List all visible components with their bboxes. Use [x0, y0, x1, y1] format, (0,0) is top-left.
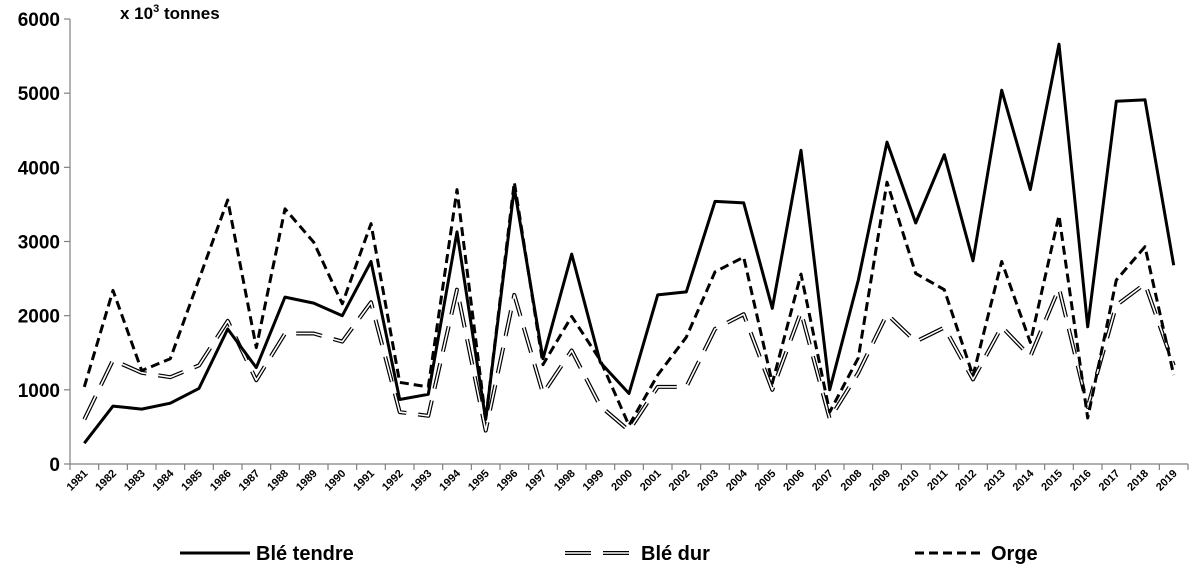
x-tick-label: 1990 [323, 468, 349, 494]
x-tick-label: 2009 [867, 468, 893, 494]
x-tick-label: 2016 [1068, 468, 1094, 494]
x-tick-label: 2004 [724, 467, 750, 493]
x-tick-label: 1998 [552, 468, 578, 494]
x-tick-label: 2006 [781, 468, 807, 494]
legend-label-1: Blé dur [641, 543, 710, 565]
x-tick-label: 2001 [638, 468, 664, 494]
x-tick-label: 1983 [122, 468, 148, 494]
x-tick-label: 2003 [695, 468, 721, 494]
unit-exponent: 3 [153, 3, 159, 15]
x-tick-label: 1981 [65, 468, 91, 494]
legend-label-2: Orge [991, 543, 1038, 565]
legend-entry-1: Blé dur [565, 543, 710, 565]
x-tick-label: 2019 [1154, 468, 1180, 494]
unit-suffix: tonnes [159, 4, 219, 23]
legend-entry-0: Blé tendre [180, 543, 354, 565]
x-tick-label: 2012 [953, 468, 979, 494]
x-tick-label: 2013 [982, 468, 1008, 494]
x-tick-label: 2010 [896, 468, 922, 494]
y-tick-label: 6000 [18, 10, 60, 31]
series-line-1 [82, 281, 1176, 433]
x-tick-label: 2014 [1011, 467, 1037, 493]
x-tick-label: 1993 [409, 468, 435, 494]
series-line-0 [83, 42, 1176, 445]
x-tick-label: 2002 [667, 468, 693, 494]
x-tick-label: 1986 [208, 468, 234, 494]
x-tick-label: 1984 [151, 467, 177, 493]
x-tick-label: 2007 [810, 468, 836, 494]
x-tick-label: 1997 [523, 468, 549, 494]
x-tick-label: 2017 [1097, 468, 1123, 494]
y-tick-label: 5000 [18, 84, 60, 105]
unit-label: x 103 tonnes [120, 3, 220, 23]
x-tick-label: 1982 [93, 468, 119, 494]
series-line-1-inner [83, 283, 1175, 432]
x-tick-label: 1987 [237, 468, 263, 494]
series-line-2 [82, 180, 1176, 427]
x-tick-label: 1992 [380, 468, 406, 494]
x-tick-label: 1995 [466, 468, 492, 494]
x-tick-label: 1991 [351, 468, 377, 494]
x-tick-label: 2011 [925, 468, 950, 493]
x-tick-label: 2000 [609, 468, 635, 494]
x-tick-label: 1999 [581, 468, 607, 494]
y-tick-label: 4000 [18, 158, 60, 179]
unit-prefix: x 10 [120, 4, 153, 23]
y-tick-label: 3000 [18, 233, 60, 254]
x-tick-label: 1985 [179, 468, 205, 494]
series-layer [82, 42, 1176, 445]
x-tick-label: 1996 [495, 468, 521, 494]
y-tick-label: 0 [49, 455, 60, 476]
x-tick-label: 2008 [839, 468, 865, 494]
x-tick-label: 2018 [1125, 468, 1151, 494]
y-tick-label: 2000 [18, 307, 60, 328]
x-tick-label: 1989 [294, 468, 320, 494]
y-tick-label: 1000 [18, 381, 60, 402]
legend-label-0: Blé tendre [256, 543, 354, 565]
legend: Blé tendre Blé dur Orge [180, 543, 1038, 565]
x-tick-label: 2005 [753, 468, 779, 494]
legend-entry-2: Orge [915, 543, 1038, 565]
x-tick-label: 1994 [437, 467, 463, 493]
x-tick-label: 2015 [1039, 468, 1065, 494]
x-tick-label: 1988 [265, 468, 291, 494]
